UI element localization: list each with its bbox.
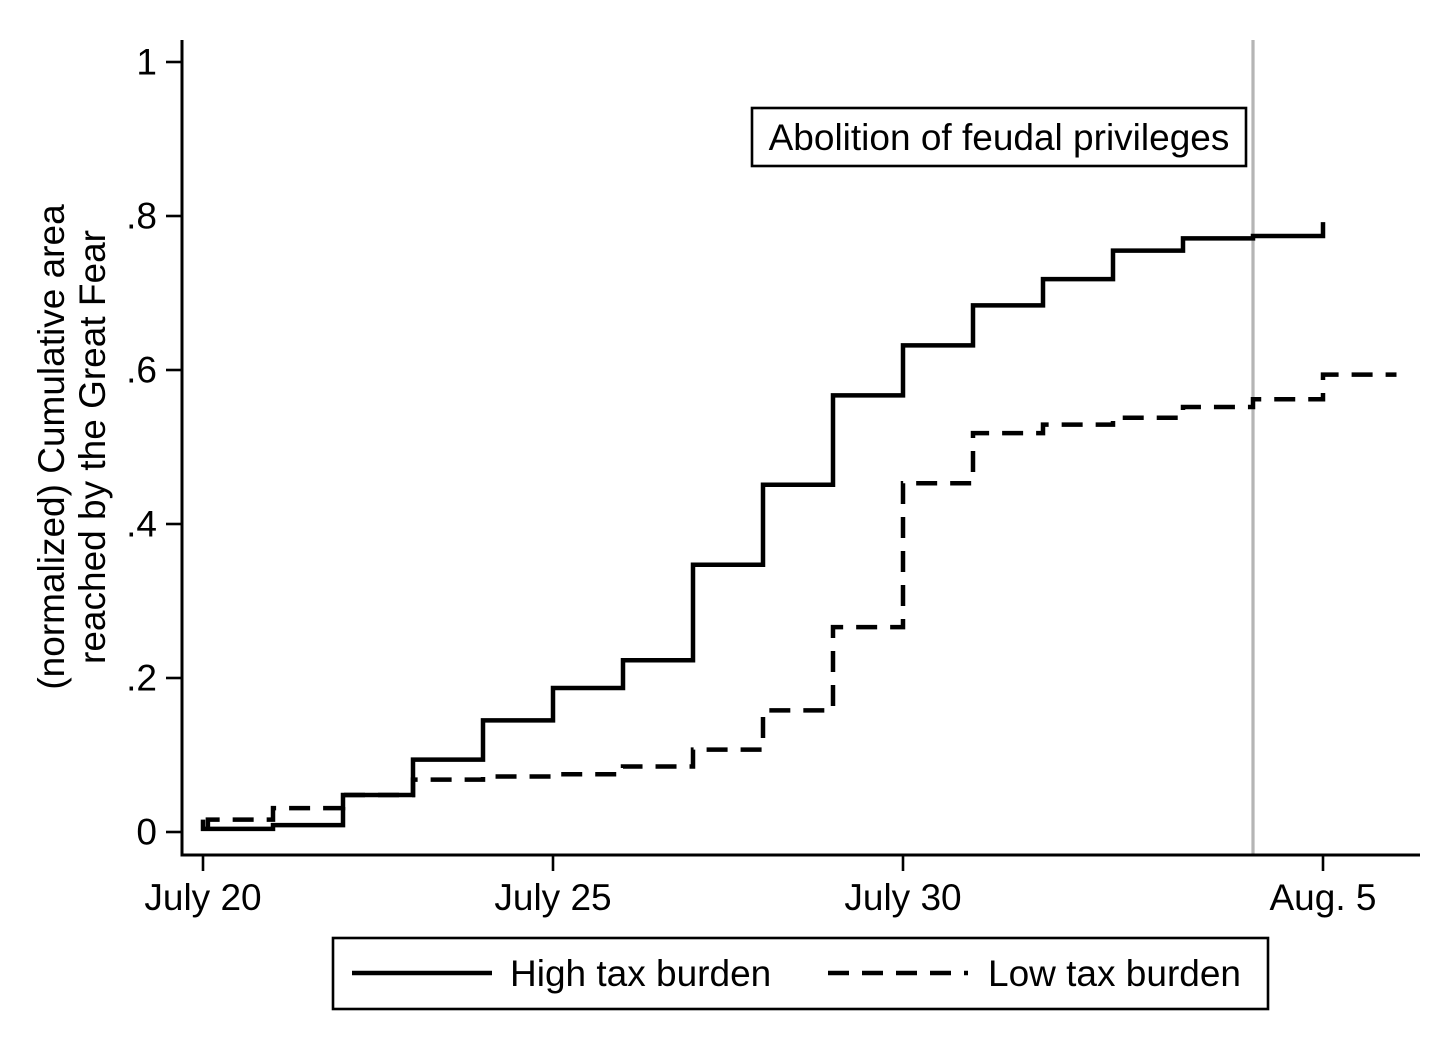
x-tick-label: Aug. 5 bbox=[1270, 877, 1377, 918]
x-tick-label: July 25 bbox=[494, 877, 611, 918]
event-annotation: Abolition of feudal privileges bbox=[750, 106, 1248, 168]
y-axis-title-line2: reached by the Great Fear bbox=[72, 230, 113, 664]
axes bbox=[180, 40, 1420, 857]
annotation-text: Abolition of feudal privileges bbox=[769, 117, 1230, 158]
y-tick-label: .4 bbox=[126, 504, 157, 545]
annotation-box bbox=[750, 106, 1248, 168]
series-curves bbox=[200, 222, 1397, 832]
y-axis-title: (normalized) Cumulative area reached by … bbox=[31, 204, 113, 690]
y-axis-title-line1: (normalized) Cumulative area bbox=[31, 204, 72, 690]
y-tick-label: .6 bbox=[126, 350, 157, 391]
x-tick-label: July 20 bbox=[144, 877, 261, 918]
series-curve-high-tax-burden bbox=[200, 222, 1326, 832]
legend-label-high-tax: High tax burden bbox=[510, 953, 771, 994]
legend-label-low-tax: Low tax burden bbox=[988, 953, 1241, 994]
y-tick-label: 0 bbox=[136, 812, 157, 853]
x-tick-label: July 30 bbox=[844, 877, 961, 918]
y-tick-label: 1 bbox=[136, 42, 157, 83]
y-tick-label: .8 bbox=[126, 196, 157, 237]
legend: High tax burden Low tax burden bbox=[331, 936, 1270, 1011]
y-ticks: 1 .8 .6 .4 .2 0 bbox=[126, 42, 182, 853]
x-ticks: July 20 July 25 July 30 Aug. 5 bbox=[144, 855, 1376, 918]
y-tick-label: .2 bbox=[126, 658, 157, 699]
series-curve-low-tax-burden bbox=[205, 372, 1397, 829]
